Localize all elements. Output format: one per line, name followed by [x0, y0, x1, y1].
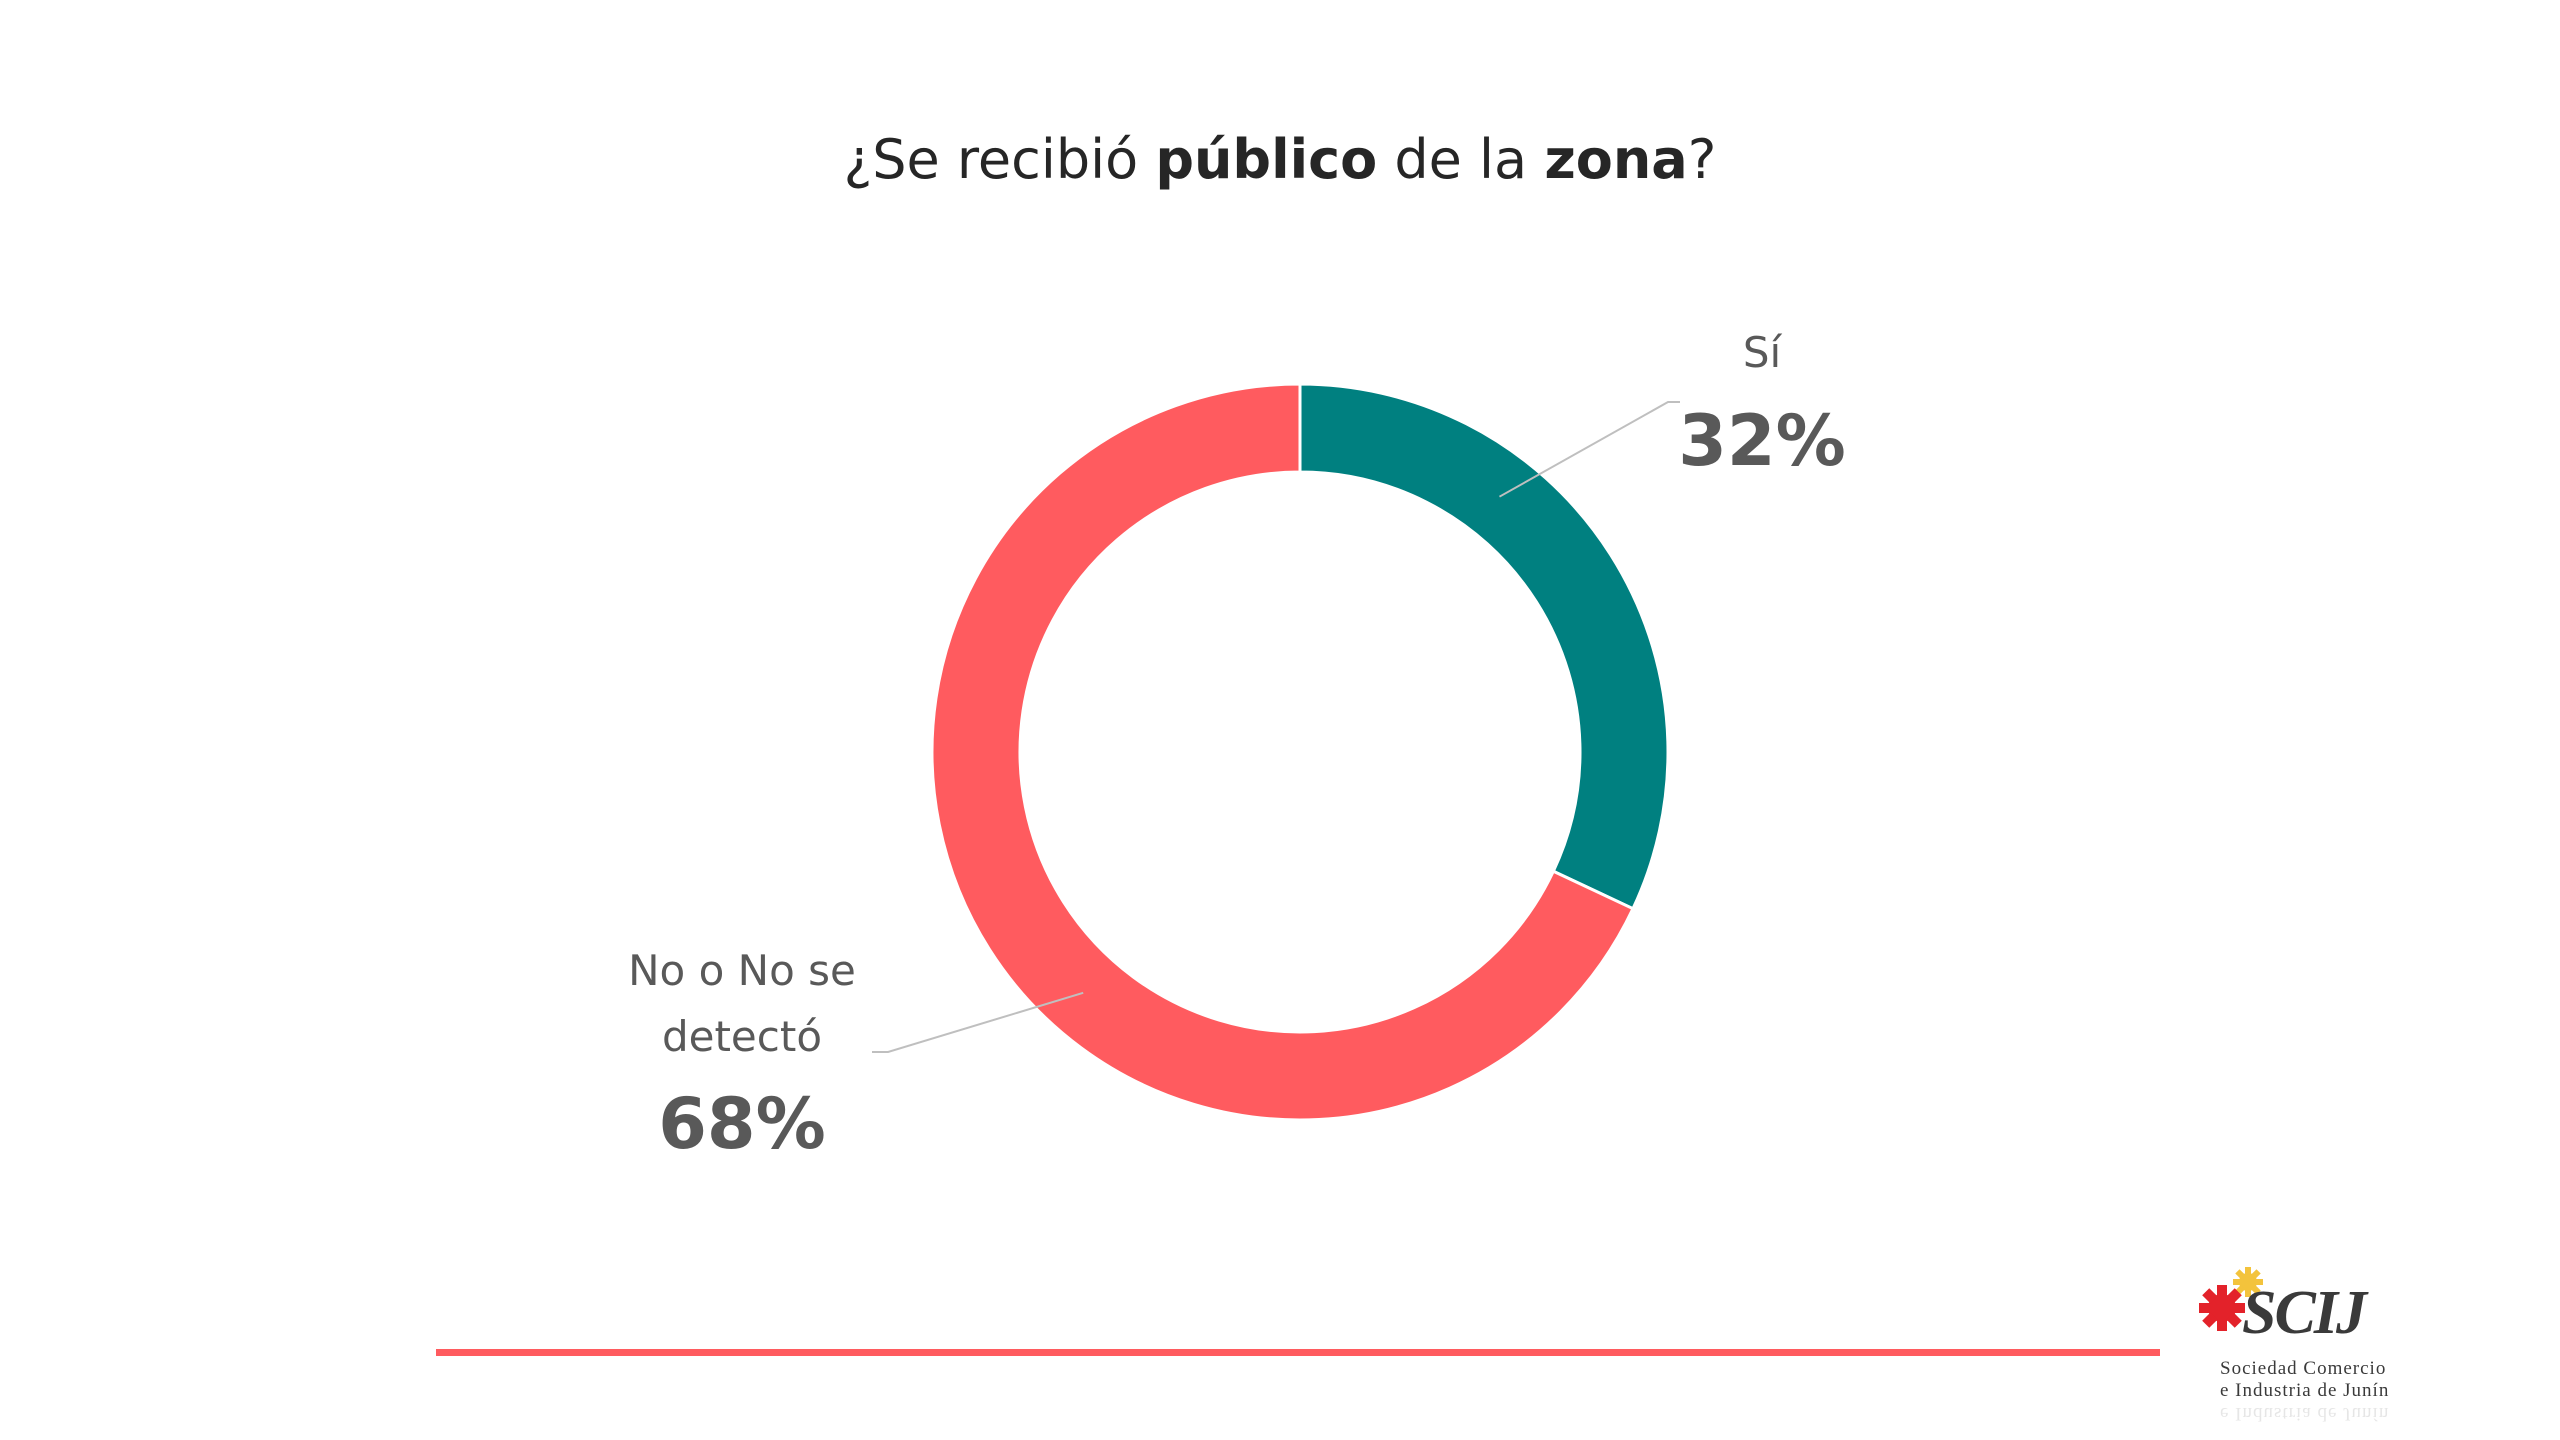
logo-subtitle-line2: e Industria de Junín — [2220, 1380, 2390, 1401]
slice-value-no: 68% — [658, 1083, 826, 1165]
logo-subtitle-line1: Sociedad Comercio — [2220, 1358, 2387, 1379]
title-text-suffix: ? — [1687, 128, 1717, 191]
gear-icon — [2199, 1267, 2263, 1331]
footer-divider — [436, 1349, 2160, 1356]
slice-label-si: Sí — [1743, 328, 1783, 377]
donut-slice-no — [930, 382, 1635, 1122]
title-bold-publico: público — [1155, 128, 1378, 191]
slice-label-no-line1: No o No se — [628, 946, 856, 995]
title-text-middle: de la — [1377, 128, 1545, 191]
leader-line-si — [1498, 401, 1680, 498]
leader-line-no — [872, 991, 1084, 1053]
logo-reflection: e Industria de Junín — [2220, 1403, 2390, 1424]
slice-label-no-line2: detectó — [662, 1012, 822, 1061]
title-text-prefix: ¿Se recibió — [843, 128, 1156, 191]
title-bold-zona: zona — [1544, 128, 1688, 191]
chart-title: ¿Se recibió público de la zona? — [0, 128, 2560, 191]
donut-slice-si — [1298, 382, 1670, 911]
scij-logo: SCIJ Sociedad Comercio e Industria de Ju… — [2190, 1262, 2430, 1440]
logo-wordmark: SCIJ — [2242, 1279, 2367, 1347]
slice-value-si: 32% — [1678, 400, 1846, 482]
